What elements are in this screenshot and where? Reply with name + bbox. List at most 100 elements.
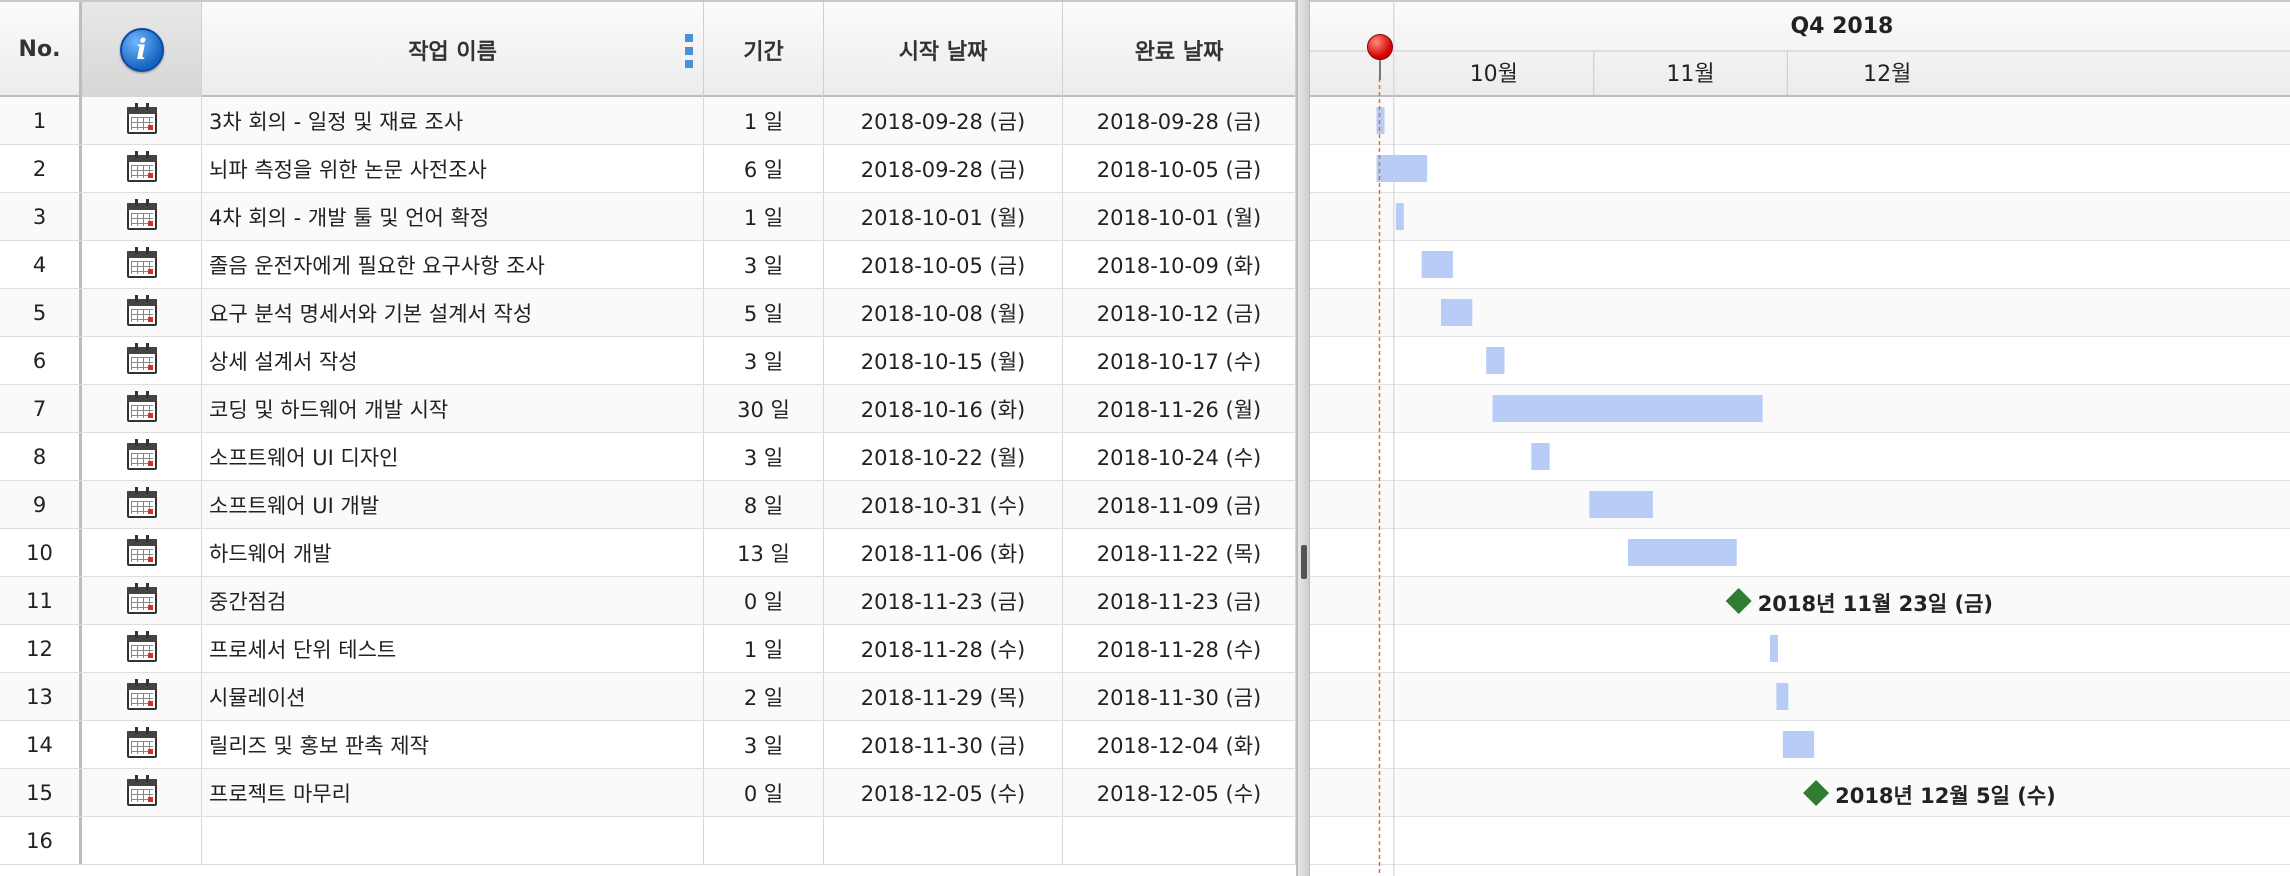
table-row[interactable]: 10 하드웨어 개발 13 일 2018-11-06 (화) 2018-11-22 (목… bbox=[0, 529, 1296, 577]
column-header-info[interactable]: i bbox=[82, 2, 202, 97]
column-header-no[interactable]: No. bbox=[0, 2, 82, 97]
duration-cell[interactable]: 3 일 bbox=[704, 721, 824, 768]
duration-cell[interactable]: 3 일 bbox=[704, 337, 824, 384]
table-row[interactable]: 8 소프트웨어 UI 디자인 3 일 2018-10-22 (월) 2018-10-24… bbox=[0, 433, 1296, 481]
table-row[interactable]: 15 프로젝트 마무리 0 일 2018-12-05 (수) 2018-12-05 (수… bbox=[0, 769, 1296, 817]
task-type-cell[interactable] bbox=[82, 337, 202, 384]
start-date-cell[interactable]: 2018-11-06 (화) bbox=[824, 529, 1063, 576]
task-type-cell[interactable] bbox=[82, 673, 202, 720]
end-date-cell[interactable]: 2018-10-17 (수) bbox=[1063, 337, 1296, 384]
column-header-end[interactable]: 완료 날짜 bbox=[1063, 2, 1296, 97]
task-bar[interactable] bbox=[1776, 683, 1789, 710]
table-row[interactable]: 16 bbox=[0, 817, 1296, 865]
table-row[interactable]: 5 요구 분석 명세서와 기본 설계서 작성 5 일 2018-10-08 (월) 20… bbox=[0, 289, 1296, 337]
end-date-cell[interactable]: 2018-10-12 (금) bbox=[1063, 289, 1296, 336]
task-type-cell[interactable] bbox=[82, 817, 202, 864]
task-name-cell[interactable]: 소프트웨어 UI 개발 bbox=[202, 481, 704, 528]
start-date-cell[interactable]: 2018-11-30 (금) bbox=[824, 721, 1063, 768]
table-row[interactable]: 1 3차 회의 - 일정 및 재료 조사 1 일 2018-09-28 (금) 2018… bbox=[0, 97, 1296, 145]
start-date-cell[interactable]: 2018-12-05 (수) bbox=[824, 769, 1063, 816]
splitter-handle[interactable] bbox=[1301, 545, 1307, 579]
task-bar[interactable] bbox=[1421, 251, 1453, 278]
task-type-cell[interactable] bbox=[82, 625, 202, 672]
task-name-cell[interactable]: 프로세서 단위 테스트 bbox=[202, 625, 704, 672]
end-date-cell[interactable]: 2018-10-05 (금) bbox=[1063, 145, 1296, 192]
task-name-cell[interactable]: 소프트웨어 UI 디자인 bbox=[202, 433, 704, 480]
end-date-cell[interactable]: 2018-11-09 (금) bbox=[1063, 481, 1296, 528]
task-bar[interactable] bbox=[1628, 539, 1737, 566]
table-row[interactable]: 6 상세 설계서 작성 3 일 2018-10-15 (월) 2018-10-17 (수… bbox=[0, 337, 1296, 385]
duration-cell[interactable]: 3 일 bbox=[704, 241, 824, 288]
start-date-cell[interactable]: 2018-10-22 (월) bbox=[824, 433, 1063, 480]
table-row[interactable]: 14 릴리즈 및 홍보 판촉 제작 3 일 2018-11-30 (금) 2018-12… bbox=[0, 721, 1296, 769]
start-date-cell[interactable]: 2018-11-29 (목) bbox=[824, 673, 1063, 720]
duration-cell[interactable]: 0 일 bbox=[704, 577, 824, 624]
task-bar[interactable] bbox=[1376, 155, 1428, 182]
table-row[interactable]: 2 뇌파 측정을 위한 논문 사전조사 6 일 2018-09-28 (금) 2018-… bbox=[0, 145, 1296, 193]
end-date-cell[interactable]: 2018-10-09 (화) bbox=[1063, 241, 1296, 288]
milestone-diamond-icon[interactable] bbox=[1803, 780, 1830, 806]
end-date-cell[interactable]: 2018-11-30 (금) bbox=[1063, 673, 1296, 720]
end-date-cell[interactable]: 2018-10-01 (월) bbox=[1063, 193, 1296, 240]
end-date-cell[interactable]: 2018-11-23 (금) bbox=[1063, 577, 1296, 624]
task-bar[interactable] bbox=[1769, 635, 1778, 662]
task-bar[interactable] bbox=[1486, 347, 1505, 374]
task-name-cell[interactable]: 상세 설계서 작성 bbox=[202, 337, 704, 384]
duration-cell[interactable]: 0 일 bbox=[704, 769, 824, 816]
column-header-start[interactable]: 시작 날짜 bbox=[824, 2, 1063, 97]
task-bar[interactable] bbox=[1531, 443, 1550, 470]
start-date-cell[interactable]: 2018-10-16 (화) bbox=[824, 385, 1063, 432]
start-date-cell[interactable]: 2018-11-23 (금) bbox=[824, 577, 1063, 624]
task-type-cell[interactable] bbox=[82, 289, 202, 336]
task-name-cell[interactable]: 프로젝트 마무리 bbox=[202, 769, 704, 816]
task-name-cell[interactable]: 4차 회의 - 개발 툴 및 언어 확정 bbox=[202, 193, 704, 240]
task-name-cell[interactable]: 시뮬레이션 bbox=[202, 673, 704, 720]
end-date-cell[interactable]: 2018-10-24 (수) bbox=[1063, 433, 1296, 480]
kebab-menu-icon[interactable] bbox=[685, 34, 693, 68]
task-name-cell[interactable]: 릴리즈 및 홍보 판촉 제작 bbox=[202, 721, 704, 768]
task-name-cell[interactable]: 졸음 운전자에게 필요한 요구사항 조사 bbox=[202, 241, 704, 288]
duration-cell[interactable]: 5 일 bbox=[704, 289, 824, 336]
end-date-cell[interactable]: 2018-11-28 (수) bbox=[1063, 625, 1296, 672]
duration-cell[interactable]: 1 일 bbox=[704, 193, 824, 240]
task-name-cell[interactable]: 3차 회의 - 일정 및 재료 조사 bbox=[202, 97, 704, 144]
duration-cell[interactable]: 30 일 bbox=[704, 385, 824, 432]
task-bar[interactable] bbox=[1782, 731, 1815, 758]
start-date-cell[interactable]: 2018-09-28 (금) bbox=[824, 97, 1063, 144]
task-type-cell[interactable] bbox=[82, 769, 202, 816]
table-row[interactable]: 11 중간점검 0 일 2018-11-23 (금) 2018-11-23 (금) bbox=[0, 577, 1296, 625]
task-bar[interactable] bbox=[1589, 491, 1653, 518]
start-date-cell[interactable]: 2018-09-28 (금) bbox=[824, 145, 1063, 192]
column-header-name[interactable]: 작업 이름 bbox=[202, 2, 704, 97]
task-name-cell[interactable] bbox=[202, 817, 704, 864]
milestone-diamond-icon[interactable] bbox=[1725, 588, 1752, 614]
task-type-cell[interactable] bbox=[82, 241, 202, 288]
task-name-cell[interactable]: 하드웨어 개발 bbox=[202, 529, 704, 576]
table-row[interactable]: 7 코딩 및 하드웨어 개발 시작 30 일 2018-10-16 (화) 2018-1… bbox=[0, 385, 1296, 433]
duration-cell[interactable]: 13 일 bbox=[704, 529, 824, 576]
table-row[interactable]: 3 4차 회의 - 개발 툴 및 언어 확정 1 일 2018-10-01 (월) 20… bbox=[0, 193, 1296, 241]
start-date-cell[interactable]: 2018-10-31 (수) bbox=[824, 481, 1063, 528]
task-type-cell[interactable] bbox=[82, 193, 202, 240]
table-row[interactable]: 4 졸음 운전자에게 필요한 요구사항 조사 3 일 2018-10-05 (금) 20… bbox=[0, 241, 1296, 289]
start-date-cell[interactable]: 2018-10-05 (금) bbox=[824, 241, 1063, 288]
start-date-cell[interactable]: 2018-10-15 (월) bbox=[824, 337, 1063, 384]
pane-splitter[interactable] bbox=[1296, 0, 1310, 876]
today-pin-icon[interactable] bbox=[1366, 34, 1393, 60]
task-type-cell[interactable] bbox=[82, 145, 202, 192]
task-name-cell[interactable]: 요구 분석 명세서와 기본 설계서 작성 bbox=[202, 289, 704, 336]
task-type-cell[interactable] bbox=[82, 433, 202, 480]
task-type-cell[interactable] bbox=[82, 97, 202, 144]
start-date-cell[interactable]: 2018-11-28 (수) bbox=[824, 625, 1063, 672]
end-date-cell[interactable]: 2018-11-22 (목) bbox=[1063, 529, 1296, 576]
task-name-cell[interactable]: 중간점검 bbox=[202, 577, 704, 624]
task-type-cell[interactable] bbox=[82, 385, 202, 432]
end-date-cell[interactable]: 2018-11-26 (월) bbox=[1063, 385, 1296, 432]
table-row[interactable]: 9 소프트웨어 UI 개발 8 일 2018-10-31 (수) 2018-11-09 … bbox=[0, 481, 1296, 529]
task-type-cell[interactable] bbox=[82, 529, 202, 576]
info-icon[interactable]: i bbox=[119, 27, 164, 72]
column-header-duration[interactable]: 기간 bbox=[704, 2, 824, 97]
start-date-cell[interactable]: 2018-10-08 (월) bbox=[824, 289, 1063, 336]
end-date-cell[interactable]: 2018-12-05 (수) bbox=[1063, 769, 1296, 816]
task-type-cell[interactable] bbox=[82, 721, 202, 768]
